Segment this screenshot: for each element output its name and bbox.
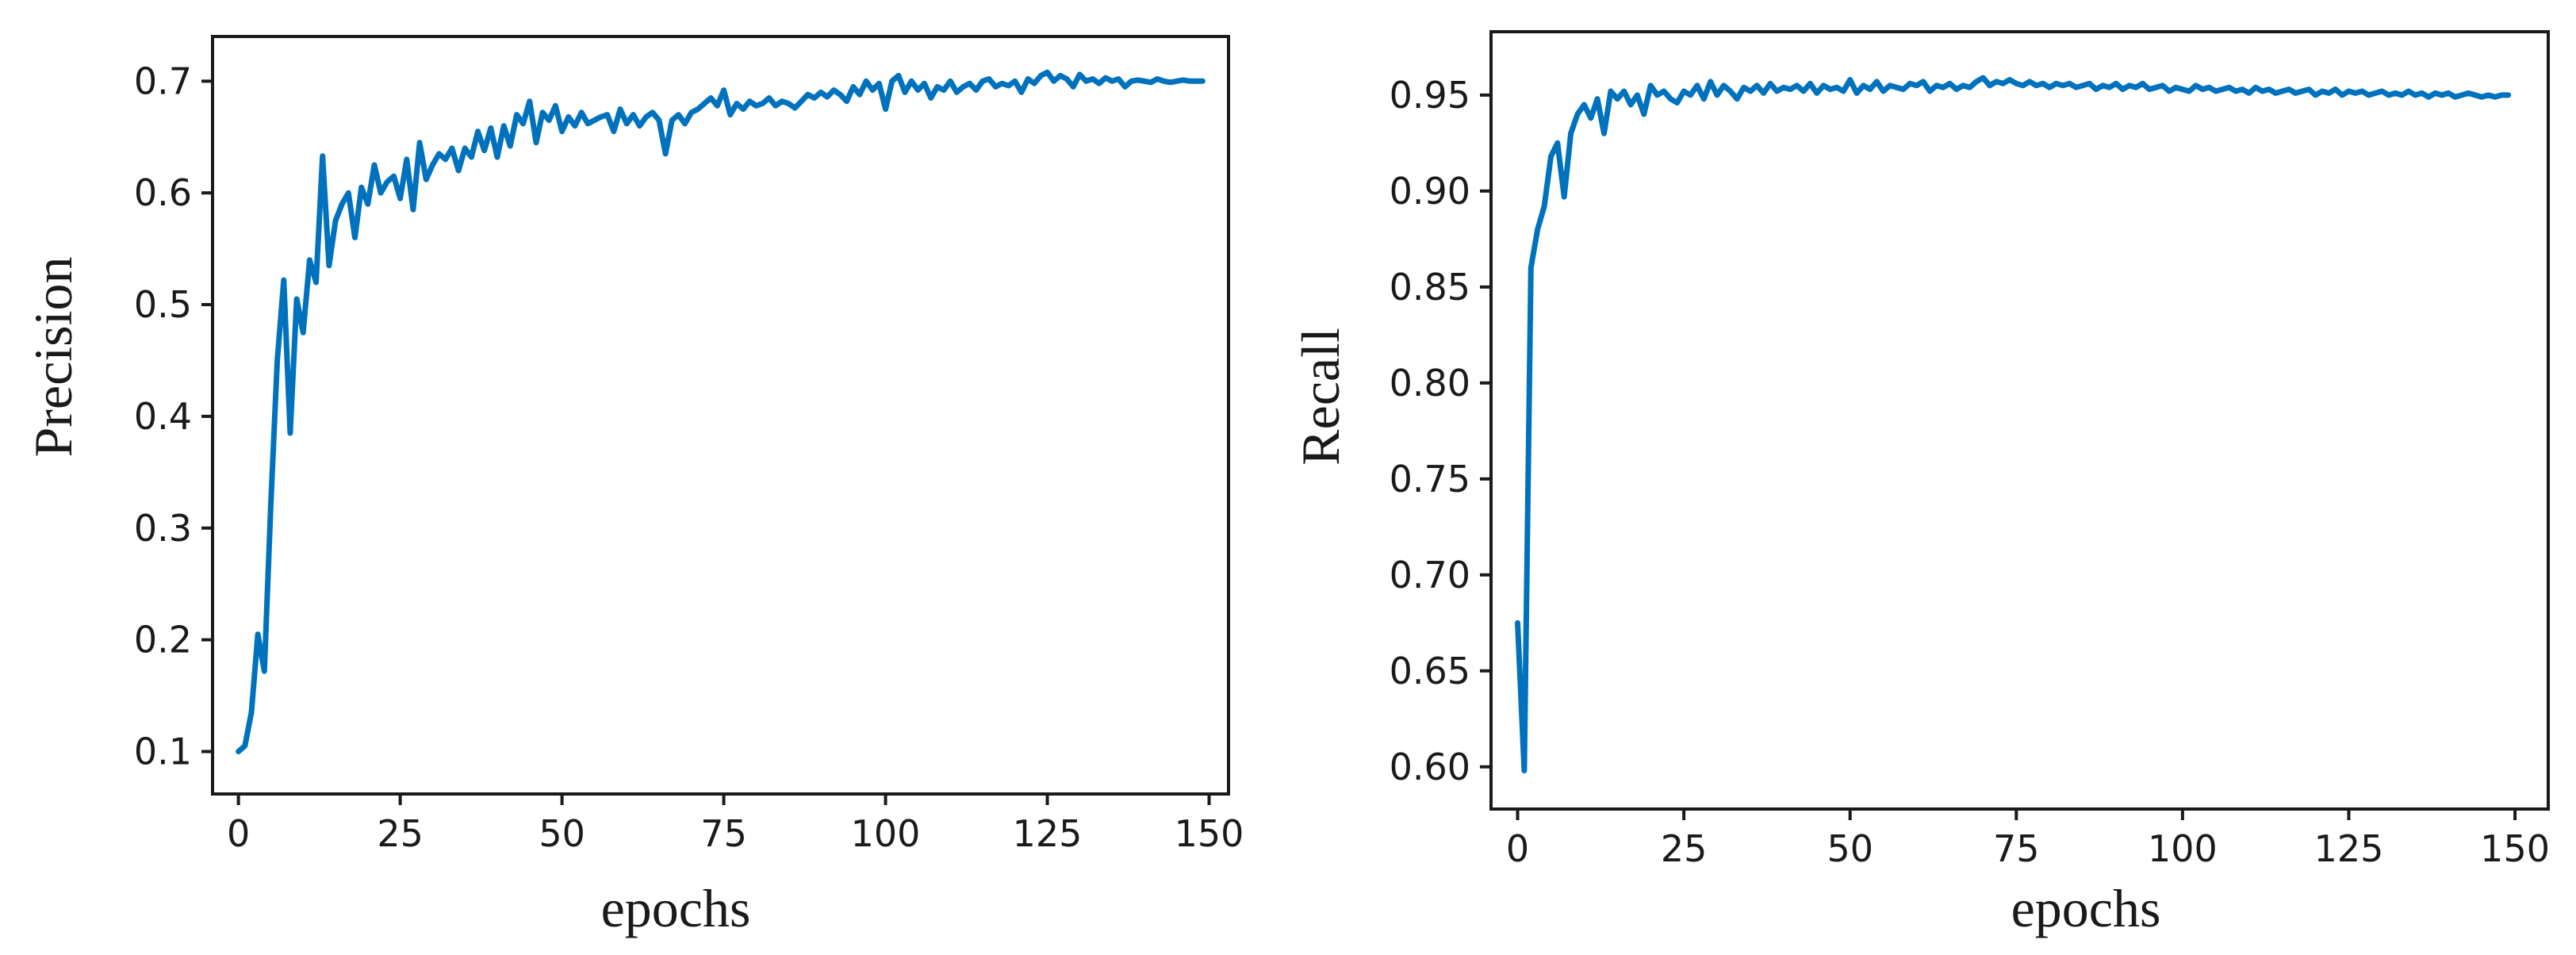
recall-y-axis: 0.60 0.65 0.70 0.75 0.80 0.85 0.90 0.95 (1390, 74, 1491, 788)
recall-y-tick-label: 0.65 (1390, 650, 1470, 692)
precision-y-tick-label: 0.7 (134, 59, 192, 102)
recall-chart: 0.60 0.65 0.70 0.75 0.80 0.85 0.90 0.95 0 25 50 75… (1290, 30, 2550, 938)
recall-x-axis: 0 25 50 75 100 125 150 (1506, 809, 2550, 870)
recall-x-tick-label: 100 (2148, 827, 2218, 870)
recall-x-tick-label: 50 (1827, 827, 1873, 870)
recall-y-tick-label: 0.90 (1390, 170, 1470, 213)
recall-x-tick-label: 75 (1993, 827, 2040, 870)
precision-y-axis: 0.1 0.2 0.3 0.4 0.5 0.6 0.7 (134, 59, 213, 773)
precision-series-line (236, 69, 1206, 754)
precision-x-tick-label: 0 (227, 812, 250, 855)
precision-chart: 0.1 0.2 0.3 0.4 0.5 0.6 0.7 0 25 50 75 100 125 150 e… (23, 35, 1244, 938)
recall-x-tick-label: 150 (2480, 827, 2550, 870)
precision-x-tick-label: 150 (1175, 812, 1244, 855)
precision-x-tick-label: 75 (700, 812, 747, 855)
precision-y-tick-label: 0.2 (134, 619, 192, 662)
precision-y-tick-label: 0.3 (134, 507, 192, 550)
recall-x-tick-label: 25 (1661, 827, 1708, 870)
recall-x-tick-label: 0 (1506, 827, 1529, 870)
precision-x-tick-label: 25 (377, 812, 424, 855)
recall-series-line (1515, 75, 2512, 774)
recall-y-tick-label: 0.75 (1390, 458, 1470, 501)
recall-plot-frame (1489, 30, 2550, 811)
recall-y-tick-label: 0.95 (1390, 74, 1470, 117)
precision-y-axis-title: Precision (23, 256, 83, 457)
precision-x-tick-label: 100 (851, 812, 921, 855)
recall-y-tick-label: 0.70 (1390, 554, 1470, 596)
precision-y-tick-label: 0.5 (134, 283, 192, 326)
precision-y-tick-label: 0.4 (134, 395, 192, 438)
recall-x-axis-title: epochs (2011, 878, 2161, 938)
precision-x-tick-label: 125 (1013, 812, 1083, 855)
recall-y-tick-label: 0.85 (1390, 266, 1470, 309)
recall-y-tick-label: 0.80 (1390, 362, 1470, 405)
precision-x-axis-title: epochs (601, 878, 751, 938)
precision-x-tick-label: 50 (539, 812, 585, 855)
recall-x-tick-label: 125 (2314, 827, 2384, 870)
precision-y-tick-label: 0.1 (134, 730, 192, 773)
recall-y-tick-label: 0.60 (1390, 746, 1470, 788)
recall-y-axis-title: Recall (1290, 328, 1351, 466)
precision-x-axis: 0 25 50 75 100 125 150 (227, 794, 1244, 855)
precision-y-tick-label: 0.6 (134, 171, 192, 214)
